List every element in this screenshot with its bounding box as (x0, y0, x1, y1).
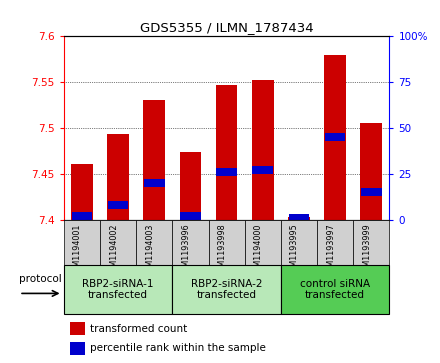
Bar (172, 265, 281, 314)
Text: transformed count: transformed count (90, 324, 187, 334)
Bar (144, 179, 165, 187)
Bar (70, 342, 85, 355)
Text: protocol: protocol (19, 274, 62, 284)
Bar (289, 214, 309, 221)
Bar (64, 220, 100, 265)
Bar (107, 134, 129, 220)
Bar (64, 265, 172, 314)
Bar (324, 54, 346, 220)
Text: GSM1193998: GSM1193998 (218, 223, 227, 277)
Bar (253, 167, 273, 174)
Text: percentile rank within the sample: percentile rank within the sample (90, 343, 266, 354)
Text: GSM1194000: GSM1194000 (254, 223, 263, 277)
Text: RBP2-siRNA-2
transfected: RBP2-siRNA-2 transfected (191, 279, 262, 300)
Bar (353, 220, 389, 265)
Text: GSM1194003: GSM1194003 (145, 223, 154, 277)
Text: GSM1193996: GSM1193996 (181, 223, 191, 277)
Text: RBP2-siRNA-1
transfected: RBP2-siRNA-1 transfected (82, 279, 154, 300)
Text: GSM1193999: GSM1193999 (362, 223, 371, 277)
Bar (180, 152, 201, 220)
Bar (325, 134, 345, 141)
Bar (100, 220, 136, 265)
Text: GSM1193995: GSM1193995 (290, 223, 299, 277)
Bar (288, 217, 310, 220)
Bar (70, 322, 85, 335)
Bar (180, 212, 201, 220)
Text: control siRNA
transfected: control siRNA transfected (300, 279, 370, 300)
Text: GSM1194001: GSM1194001 (73, 223, 82, 277)
Title: GDS5355 / ILMN_1787434: GDS5355 / ILMN_1787434 (140, 21, 313, 34)
Bar (281, 265, 389, 314)
Bar (108, 201, 128, 209)
Bar (361, 188, 381, 196)
Bar (143, 101, 165, 220)
Bar (216, 85, 238, 220)
Bar (360, 123, 382, 220)
Bar (72, 212, 92, 220)
Bar (216, 168, 237, 176)
Bar (317, 220, 353, 265)
Bar (71, 164, 93, 220)
Bar (172, 220, 209, 265)
Bar (245, 220, 281, 265)
Text: GSM1194002: GSM1194002 (109, 223, 118, 277)
Bar (136, 220, 172, 265)
Text: GSM1193997: GSM1193997 (326, 223, 335, 277)
Bar (281, 220, 317, 265)
Bar (252, 80, 274, 220)
Bar (209, 220, 245, 265)
